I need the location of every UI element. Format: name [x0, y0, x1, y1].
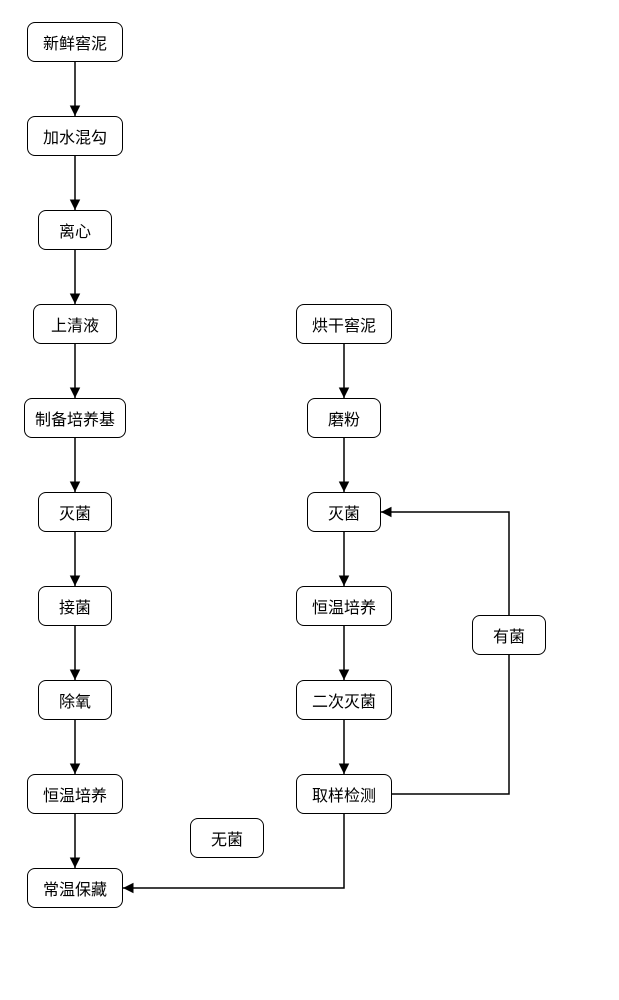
node-deoxygenate: 除氧 — [38, 680, 112, 720]
node-fresh-pit-mud: 新鲜窖泥 — [27, 22, 123, 62]
node-sterilize-2: 灭菌 — [307, 492, 381, 532]
node-sterilize-1: 灭菌 — [38, 492, 112, 532]
node-sample-test: 取样检测 — [296, 774, 392, 814]
node-grind: 磨粉 — [307, 398, 381, 438]
flowchart-canvas: 新鲜窖泥 加水混勾 离心 上清液 制备培养基 灭菌 接菌 除氧 恒温培养 常温保… — [0, 0, 619, 1000]
node-incubate-1: 恒温培养 — [27, 774, 123, 814]
node-add-water-mix: 加水混勾 — [27, 116, 123, 156]
node-inoculate: 接菌 — [38, 586, 112, 626]
node-store-rt: 常温保藏 — [27, 868, 123, 908]
node-second-sterilize: 二次灭菌 — [296, 680, 392, 720]
node-incubate-2: 恒温培养 — [296, 586, 392, 626]
node-supernatant: 上清液 — [33, 304, 117, 344]
node-prepare-medium: 制备培养基 — [24, 398, 126, 438]
node-dried-pit-mud: 烘干窖泥 — [296, 304, 392, 344]
node-contaminated-label: 有菌 — [472, 615, 546, 655]
node-centrifuge: 离心 — [38, 210, 112, 250]
node-sterile-label: 无菌 — [190, 818, 264, 858]
